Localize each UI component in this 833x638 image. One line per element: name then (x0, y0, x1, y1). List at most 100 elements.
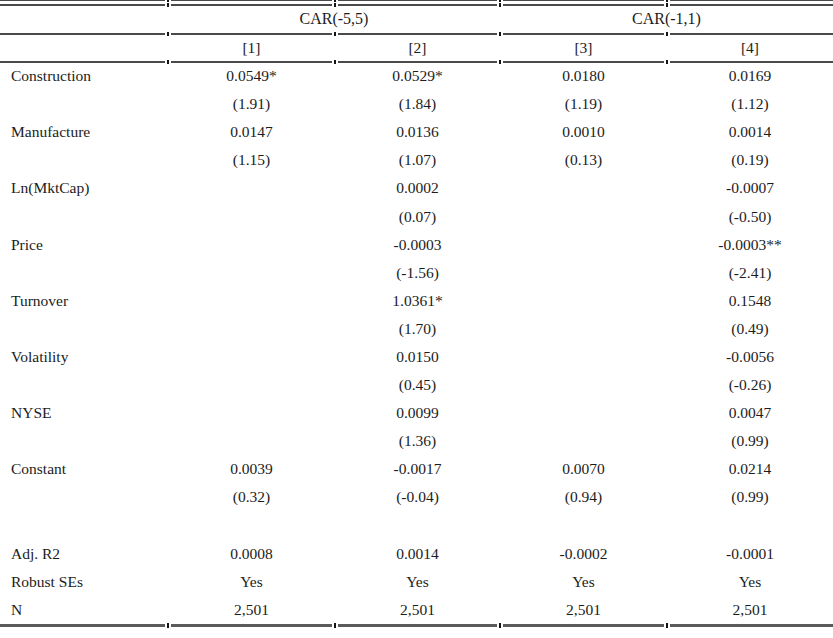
table-cell-col2: 0.0014 (335, 545, 500, 563)
row-label: N (0, 601, 168, 619)
column-header-1: [1] (168, 35, 335, 61)
horizontal-rule (0, 0, 833, 1)
table-row: NYSE 0.0099 0.0047 (0, 399, 833, 427)
table-cell-col2: 0.0529* (335, 67, 500, 85)
table-cell-col1: (1.91) (168, 95, 335, 113)
table-row: Robust SEsYesYesYesYes (0, 568, 833, 596)
table-cell-col4: (0.19) (667, 151, 833, 169)
table-cell-col2: (-1.56) (335, 264, 500, 282)
column-boundary-tick (334, 0, 336, 2)
table-row: Volatility0.0150-0.0056 (0, 343, 833, 371)
row-label: Adj. R2 (0, 545, 168, 563)
column-group-car-1-1: CAR(-1,1) (500, 5, 833, 33)
table-cell-col1: 0.0039 (168, 460, 335, 478)
table-cell-col4: 0.0214 (667, 460, 833, 478)
table-cell-col3: -0.0002 (500, 545, 667, 563)
column-boundary-tick (167, 0, 169, 2)
table-cell-col4: (1.12) (667, 95, 833, 113)
rule-segment (338, 0, 497, 1)
table-body: Construction0.0549*0.0529*0.01800.0169(1… (0, 62, 833, 624)
column-group-header-row: CAR(-5,5) CAR(-1,1) (0, 5, 833, 33)
table-cell-col2: 0.0136 (335, 123, 500, 141)
table-row: (0.32)(-0.04)(0.94)(0.99) (0, 483, 833, 511)
table-row: Constant0.0039-0.00170.00700.0214 (0, 455, 833, 483)
table-cell-col4: (0.49) (667, 320, 833, 338)
rule-segment (0, 0, 165, 1)
column-boundary-tick (499, 0, 501, 2)
table-cell-col4: 0.0014 (667, 123, 833, 141)
table-cell-col2: 1.0361* (335, 292, 500, 310)
table-cell-col4: 0.0047 (667, 404, 833, 422)
column-group-car-5-5: CAR(-5,5) (168, 5, 500, 33)
table-cell-col4: (0.99) (667, 488, 833, 506)
table-row: (-1.56) (-2.41) (0, 259, 833, 287)
table-cell-col2: 2,501 (335, 601, 500, 619)
column-header-3: [3] (500, 35, 667, 61)
table-row: Construction0.0549*0.0529*0.01800.0169 (0, 62, 833, 90)
row-label: Price (0, 236, 168, 254)
rule-segment (171, 624, 332, 627)
table-row: (1.15)(1.07)(0.13)(0.19) (0, 146, 833, 174)
table-cell-col2: (0.45) (335, 376, 500, 394)
table-cell-col4: -0.0007 (667, 179, 833, 197)
table-cell-col3: (1.19) (500, 95, 667, 113)
table-cell-col3: 2,501 (500, 601, 667, 619)
row-label: NYSE (0, 404, 168, 422)
table-row: (0.45) (-0.26) (0, 371, 833, 399)
table-cell-col2: (-0.04) (335, 488, 500, 506)
row-label: Ln(MktCap) (0, 179, 168, 197)
table-cell-col4: -0.0003** (667, 236, 833, 254)
table-cell-col2: -0.0017 (335, 460, 500, 478)
table-cell-col3: 0.0010 (500, 123, 667, 141)
row-label: Manufacture (0, 123, 168, 141)
table-cell-col4: -0.0001 (667, 545, 833, 563)
table-cell-col2: (0.07) (335, 208, 500, 226)
table-cell-col4: 0.0169 (667, 67, 833, 85)
table-cell-col1: (1.15) (168, 151, 335, 169)
table-row: Turnover 1.0361* 0.1548 (0, 287, 833, 315)
horizontal-rule (0, 624, 833, 627)
rule-segment (503, 0, 664, 1)
table-cell-col4: 0.1548 (667, 292, 833, 310)
table-row: Ln(MktCap)0.0002-0.0007 (0, 174, 833, 202)
table-cell-col4: (-2.41) (667, 264, 833, 282)
table-cell-col4: 2,501 (667, 601, 833, 619)
row-label: Volatility (0, 348, 168, 366)
row-label: Robust SEs (0, 573, 168, 591)
rule-segment (670, 624, 833, 627)
table-cell-col3: (0.13) (500, 151, 667, 169)
table-row: (1.36)(0.99) (0, 427, 833, 455)
table-cell-col3: Yes (500, 573, 667, 591)
table-row: (0.07)(-0.50) (0, 202, 833, 230)
table-cell-col2: Yes (335, 573, 500, 591)
table-cell-col1: 0.0008 (168, 545, 335, 563)
table-cell-col1: 0.0147 (168, 123, 335, 141)
table-cell-col3: 0.0070 (500, 460, 667, 478)
table-cell-col1: 2,501 (168, 601, 335, 619)
table-cell-col2: (1.07) (335, 151, 500, 169)
table-cell-col2: 0.0099 (335, 404, 500, 422)
row-label: Constant (0, 460, 168, 478)
table-row: Manufacture0.01470.01360.00100.0014 (0, 118, 833, 146)
table-cell-col1: 0.0549* (168, 67, 335, 85)
table-row: (1.91)(1.84)(1.19)(1.12) (0, 90, 833, 118)
row-label: Construction (0, 67, 168, 85)
table-cell-col1: Yes (168, 573, 335, 591)
rule-segment (0, 624, 165, 627)
rule-segment (338, 624, 497, 627)
table-row (0, 512, 833, 540)
rule-segment (171, 0, 332, 1)
row-label: Turnover (0, 292, 168, 310)
table-row: (1.70)(0.49) (0, 315, 833, 343)
table-row: N2,5012,5012,5012,501 (0, 596, 833, 624)
column-header-row: [1][2][3][4] (0, 35, 833, 61)
column-header-2: [2] (335, 35, 500, 61)
table-cell-col2: 0.0150 (335, 348, 500, 366)
regression-results-table: CAR(-5,5) CAR(-1,1) [1][2][3][4] Constru… (0, 0, 833, 638)
table-cell-col2: -0.0003 (335, 236, 500, 254)
table-cell-col3: (0.94) (500, 488, 667, 506)
table-cell-col4: Yes (667, 573, 833, 591)
table-cell-col2: (1.36) (335, 432, 500, 450)
table-cell-col4: (-0.26) (667, 376, 833, 394)
rule-segment (670, 0, 833, 1)
